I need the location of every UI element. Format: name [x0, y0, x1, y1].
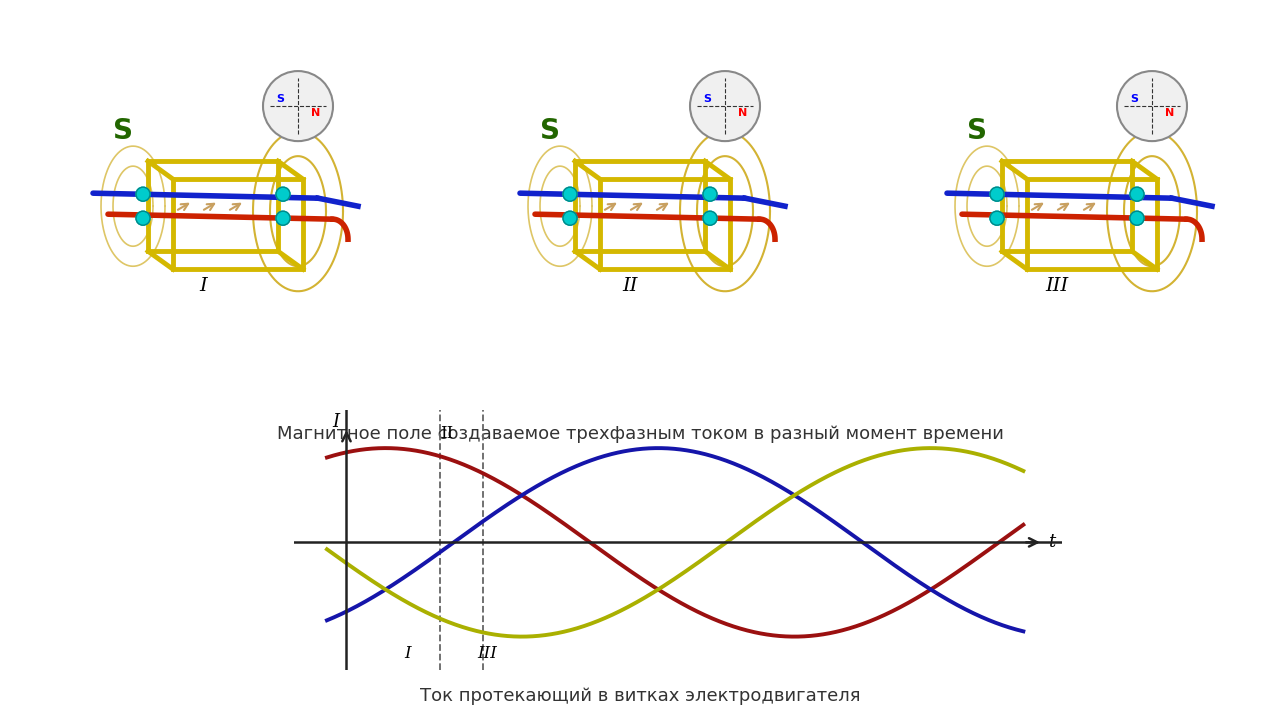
- Text: I: I: [333, 413, 339, 431]
- Text: S: S: [276, 94, 284, 104]
- Text: N: N: [311, 108, 320, 118]
- Circle shape: [276, 187, 291, 201]
- Text: I: I: [200, 277, 207, 295]
- Circle shape: [136, 187, 150, 201]
- Text: II: II: [440, 426, 453, 443]
- Circle shape: [136, 211, 150, 225]
- Text: Ток протекающий в витках электродвигателя: Ток протекающий в витках электродвигател…: [420, 687, 860, 706]
- Text: Магнитное поле создаваемое трехфазным током в разный момент времени: Магнитное поле создаваемое трехфазным то…: [276, 426, 1004, 444]
- Text: S: S: [1130, 94, 1138, 104]
- Circle shape: [276, 211, 291, 225]
- Text: III: III: [1046, 277, 1069, 295]
- Circle shape: [703, 187, 717, 201]
- Circle shape: [563, 211, 577, 225]
- Text: N: N: [737, 108, 748, 118]
- Circle shape: [703, 211, 717, 225]
- Text: N: N: [1165, 108, 1174, 118]
- Text: S: S: [966, 117, 987, 145]
- Text: II: II: [622, 277, 637, 295]
- Text: S: S: [540, 117, 561, 145]
- Text: S: S: [704, 94, 712, 104]
- Text: S: S: [113, 117, 133, 145]
- Circle shape: [1130, 211, 1144, 225]
- Circle shape: [690, 71, 760, 141]
- Text: III: III: [477, 645, 497, 662]
- Circle shape: [989, 211, 1004, 225]
- Circle shape: [563, 187, 577, 201]
- Circle shape: [1130, 187, 1144, 201]
- Text: I: I: [404, 645, 411, 662]
- Circle shape: [1117, 71, 1187, 141]
- Circle shape: [989, 187, 1004, 201]
- Text: t: t: [1048, 534, 1056, 552]
- Circle shape: [262, 71, 333, 141]
